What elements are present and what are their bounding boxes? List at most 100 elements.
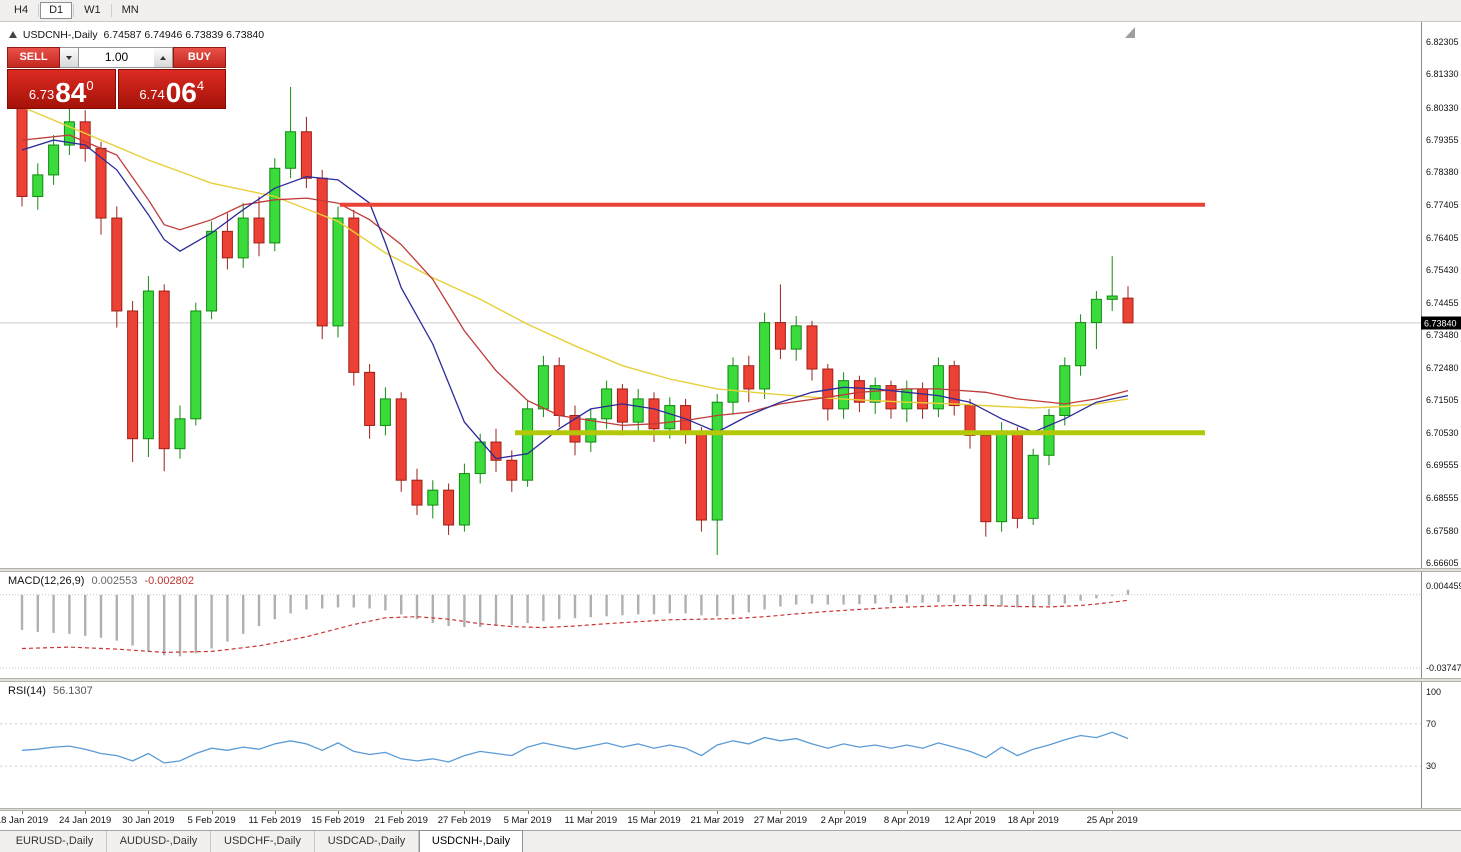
macd-signal-value: -0.002802 [144,575,194,587]
rsi-name: RSI(14) [8,685,46,697]
price-axis-label: 6.77405 [1426,199,1459,210]
symbol-tab-usdchf[interactable]: USDCHF-,Daily [211,831,315,852]
date-label: 5 Feb 2019 [187,815,236,826]
price-axis-label: 6.72480 [1426,363,1459,374]
date-tick [211,811,213,814]
toolbar-separator [38,4,40,17]
date-label: 15 Feb 2019 [311,815,365,826]
buy-button[interactable]: BUY [173,47,226,68]
one-click-trading-panel: SELL 1.00 BUY 6.73 84 0 6.74 06 4 [7,47,226,109]
date-label: 21 Mar 2019 [690,815,744,826]
price-axis-label: 6.70530 [1426,427,1459,438]
price-axis-label: 6.80330 [1426,102,1459,113]
macd-axis-top-label: 0.004459 [1426,581,1461,591]
date-tick [780,811,782,814]
date-tick [717,811,719,814]
date-tick [527,811,529,814]
rsi-panel-canvas[interactable] [0,682,1461,808]
sell-price-main: 6.73 [28,87,55,102]
date-tick [1033,811,1035,814]
price-axis-label: 6.74455 [1426,297,1459,308]
date-tick [85,811,87,814]
timeframe-h4[interactable]: H4 [14,4,29,16]
symbol-tab-usdcad[interactable]: USDCAD-,Daily [315,831,419,852]
symbol-tab-bar: EURUSD-,Daily AUDUSD-,Daily USDCHF-,Daily U… [0,830,1461,852]
current-price-tag: 6.73840 [1421,316,1461,330]
date-tick [970,811,971,814]
price-axis-label: 6.82305 [1426,37,1459,47]
date-tick [464,811,466,814]
volume-stepper-up[interactable] [154,47,173,68]
symbol-tab-eurusd[interactable]: EURUSD-,Daily [3,831,107,852]
price-axis-label: 6.81330 [1426,69,1459,80]
price-axis-label: 6.78380 [1426,167,1459,178]
date-label: 21 Feb 2019 [374,815,428,826]
date-tick [338,811,339,814]
symbol-tab-audusd[interactable]: AUDUSD-,Daily [107,831,211,852]
buy-price-sup: 4 [196,78,205,93]
price-axis-label: 6.73480 [1426,329,1459,340]
date-label: 27 Mar 2019 [753,815,808,826]
date-label: 11 Feb 2019 [248,815,302,826]
rsi-axis-label: 70 [1426,718,1437,729]
date-label: 18 Apr 2019 [1007,815,1059,826]
sell-price-pips: 84 [55,77,87,108]
buy-price-display[interactable]: 6.74 06 4 [117,69,226,109]
price-axis-label: 6.69555 [1426,460,1459,471]
date-tick [274,811,276,814]
buy-price-main: 6.74 [139,87,165,102]
rsi-axis-label: 100 [1426,687,1442,697]
date-label: 12 Apr 2019 [944,815,996,826]
price-axis-label: 6.68555 [1426,493,1459,504]
date-label: 27 Feb 2019 [437,815,492,826]
timeframe-mn[interactable]: MN [121,4,139,16]
macd-label: MACD(12,26,9) 0.002553 -0.002802 [8,575,194,587]
timeframe-d1[interactable]: D1 [40,2,73,19]
rsi-axis-label: 30 [1426,761,1437,772]
date-label: 24 Jan 2019 [59,815,112,826]
main-chart-canvas[interactable] [0,22,1461,568]
panel-separator[interactable] [0,678,1461,682]
rsi-label: RSI(14) 56.1307 [8,685,93,697]
date-axis[interactable]: 18 Jan 2019 24 Jan 2019 30 Jan 2019 5 Feb 2… [0,811,1461,830]
date-label: 18 Jan 2019 [0,815,49,826]
chart-title: USDCNH-,Daily 6.74587 6.74946 6.73839 6.… [9,29,267,41]
macd-axis-bottom-label: -0.037475 [1426,663,1461,673]
macd-panel-canvas[interactable] [0,572,1461,678]
panel-separator[interactable] [0,808,1461,811]
sell-button[interactable]: SELL [7,47,60,68]
timeframe-toolbar: H4 D1 W1 MN [0,0,1461,22]
chart-symbol-icon [9,31,17,38]
price-axis-label: 6.71505 [1426,395,1459,406]
date-label: 2 Apr 2019 [820,815,867,826]
date-label: 5 Mar 2019 [503,815,552,826]
price-axis-label: 6.79355 [1426,134,1459,145]
date-tick [401,811,403,814]
macd-main-value: 0.002553 [91,575,138,587]
panel-separator[interactable] [0,568,1461,572]
date-tick [654,811,655,814]
price-axis-label: 6.75430 [1426,265,1459,276]
date-tick [906,811,908,814]
volume-dropdown-button[interactable] [60,47,79,68]
timeframe-w1[interactable]: W1 [84,4,101,16]
sell-price-display[interactable]: 6.73 84 0 [7,69,116,109]
date-label: 15 Mar 2019 [627,815,681,826]
price-axis-label: 6.67580 [1426,525,1459,536]
price-axis-label: 6.66605 [1426,558,1459,568]
price-axis-label: 6.76405 [1426,232,1459,243]
rsi-value: 56.1307 [52,685,93,697]
toolbar-separator [110,4,112,17]
date-label: 25 Apr 2019 [1086,815,1138,826]
chart-title-ohlc: 6.74587 6.74946 6.73839 6.73840 [103,29,265,41]
date-tick [843,811,845,814]
buy-price-pips: 06 [165,77,197,108]
symbol-tab-usdcnh[interactable]: USDCNH-,Daily [419,830,523,852]
toolbar-separator [73,4,75,17]
macd-name: MACD(12,26,9) [8,575,85,587]
chevron-down-icon [66,55,72,60]
date-label: 11 Mar 2019 [564,815,618,826]
sell-price-sup: 0 [86,78,94,93]
volume-input[interactable]: 1.00 [79,47,154,68]
chevron-up-icon [160,55,166,60]
